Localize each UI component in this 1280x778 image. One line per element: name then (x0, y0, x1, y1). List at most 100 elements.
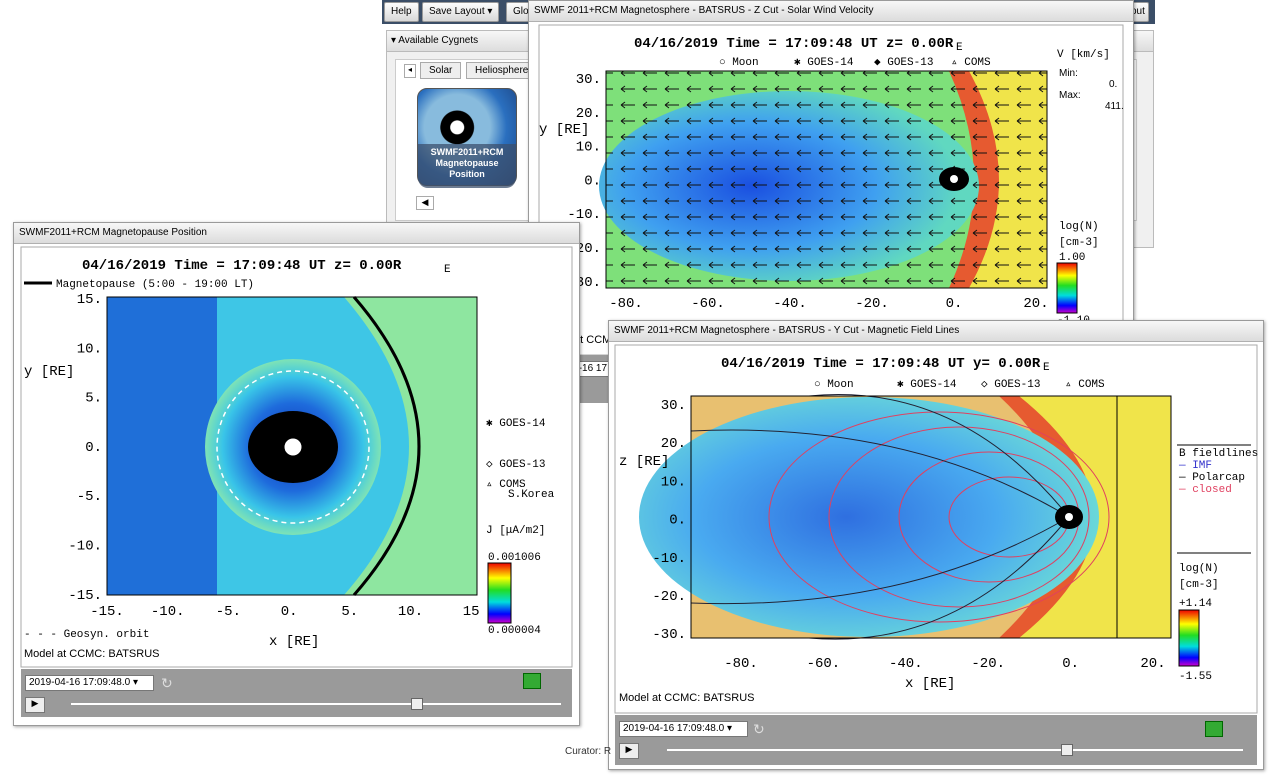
x-tick-label: -40. (773, 296, 807, 312)
y-tick-label: 5. (85, 391, 102, 407)
cygnet-icon[interactable]: SWMF2011+RCM Magnetopause Position (417, 88, 517, 188)
closed-field-lines (768, 411, 1110, 623)
y-tick-label: -20. (652, 589, 686, 605)
marker-text: GOES-13 (499, 459, 545, 471)
window-title: SWMF 2011+RCM Magnetosphere - BATSRUS - … (609, 321, 1263, 342)
time-select[interactable]: 2019-04-16 17:09:48.0 ▾ (25, 675, 154, 691)
tab[interactable]: Heliosphere (466, 62, 538, 79)
legend-coms: ▵ COMS (951, 57, 991, 69)
legend-text: GOES-13 (887, 57, 933, 69)
x-tick-label: 5. (341, 604, 358, 620)
max-value: 411. (1105, 101, 1124, 112)
slider-thumb[interactable] (411, 698, 423, 710)
colorbar-min: -1.55 (1179, 671, 1212, 683)
y-tick-label: 10. (77, 341, 102, 357)
y-cut-plot: 04/16/2019 Time = 17:09:48 UT y= 0.00R E… (614, 344, 1258, 714)
z-cut-window: SWMF 2011+RCM Magnetosphere - BATSRUS - … (528, 0, 1134, 357)
min-value: 0. (1109, 79, 1117, 90)
refresh-button[interactable]: ↻ (161, 675, 173, 691)
earth-day (1065, 513, 1073, 521)
x-tick-label: -80. (609, 296, 643, 312)
time-select[interactable]: 2019-04-16 17:09:48.0 ▾ (619, 721, 748, 737)
legend-text: IMF (1192, 460, 1212, 472)
legend-text: Polarcap (1192, 472, 1245, 484)
play-button[interactable]: ▶ (25, 697, 45, 713)
polarcap-field-lines (690, 394, 1070, 640)
window-title: SWMF 2011+RCM Magnetosphere - BATSRUS - … (529, 1, 1133, 22)
plot-title: 04/16/2019 Time = 17:09:48 UT z= 0.00R (82, 258, 402, 274)
marker-text: GOES-14 (499, 418, 546, 430)
movie-button[interactable] (523, 673, 541, 689)
save-layout-button[interactable]: Save Layout ▾ (422, 2, 500, 22)
colorbar-units: [cm-3] (1059, 237, 1099, 249)
y-axis-label: y [RE] (24, 364, 74, 380)
line-legend: Magnetopause (5:00 - 19:00 LT) (56, 279, 254, 291)
y-cut-window: SWMF 2011+RCM Magnetosphere - BATSRUS - … (608, 320, 1264, 770)
time-text: 2019-04-16 17:09:48.0 (29, 677, 131, 688)
legend-moon: ○ Moon (719, 57, 759, 69)
controls: 2019-04-16 17:09:48.0 ▾ ↻ ▶ (21, 669, 572, 717)
slider-track (667, 749, 1243, 751)
y-tick-label: -5. (77, 489, 102, 505)
fieldline-closed: — closed (1178, 484, 1232, 496)
legend-goes14: ✱ GOES-14 (897, 379, 957, 391)
y-tick-label: 30. (661, 398, 686, 414)
marker-goes14: ✱ GOES-14 (486, 418, 546, 430)
legend-text: COMS (1078, 379, 1105, 391)
x-tick-label: -5. (216, 604, 241, 620)
legend-text: COMS (964, 57, 991, 69)
help-button[interactable]: Help (384, 2, 419, 22)
x-tick-label: -80. (724, 656, 758, 672)
plot-title-subscript: E (1043, 362, 1050, 374)
tail-region (107, 297, 217, 595)
colorbar-max: +1.14 (1179, 598, 1212, 610)
legend-goes14: ✱ GOES-14 (794, 57, 854, 69)
scroll-left[interactable]: ◀ (416, 196, 434, 210)
x-tick-label: -60. (691, 296, 725, 312)
x-tick-label: -20. (855, 296, 889, 312)
x-tick-label: -40. (889, 656, 923, 672)
colorbar-min: 0.000004 (488, 625, 541, 637)
legend-text: Moon (827, 379, 853, 391)
y-tick-label: 0. (85, 440, 102, 456)
colorbar-units: [cm-3] (1179, 579, 1219, 591)
movie-button[interactable] (1205, 721, 1223, 737)
tab-scroll[interactable]: ◂ (404, 64, 416, 78)
marker-coms: ▵ COMS (486, 479, 526, 491)
label: Save Layout (429, 6, 485, 17)
footer: Model at CCMC: BATSRUS (24, 648, 160, 660)
x-tick-label: -10. (151, 604, 185, 620)
marker-goes13: ◇ GOES-13 (486, 459, 545, 471)
legend-coms: ▵ COMS (1065, 379, 1105, 391)
legend-text: GOES-13 (994, 379, 1040, 391)
plot-title-subscript: E (956, 42, 963, 54)
marker-korea: S.Korea (508, 489, 555, 501)
earth-day (950, 175, 958, 183)
y-axis-label: z [RE] (619, 454, 669, 470)
earth-day (283, 437, 303, 457)
y-tick-label: 30. (576, 72, 601, 88)
tab[interactable]: Solar (420, 62, 462, 79)
slider-thumb[interactable] (1061, 744, 1073, 756)
sheath (344, 297, 477, 595)
x-tick-label: 10. (398, 604, 423, 620)
y-tick-label: -15. (68, 588, 102, 604)
refresh-button[interactable]: ↻ (753, 721, 765, 737)
colorbar (1056, 262, 1078, 314)
play-button[interactable]: ▶ (619, 743, 639, 759)
plot-border (605, 70, 1048, 289)
y-tick-label: 10. (576, 140, 601, 156)
magnetopause-line (352, 296, 421, 596)
x-axis-label: x [RE] (269, 634, 319, 650)
plot-border (690, 395, 1172, 639)
x-axis-label: x [RE] (905, 676, 955, 692)
x-tick-label: 15 (463, 604, 480, 620)
curator: Curator: R (565, 746, 612, 757)
y-axis-label: y [RE] (539, 122, 589, 138)
y-tick-label: 0. (584, 173, 601, 189)
plot-border (106, 296, 478, 596)
legend-goes13: ◆ GOES-13 (874, 57, 933, 69)
x-tick-label: -20. (971, 656, 1005, 672)
legend-goes13: ◇ GOES-13 (981, 379, 1040, 391)
